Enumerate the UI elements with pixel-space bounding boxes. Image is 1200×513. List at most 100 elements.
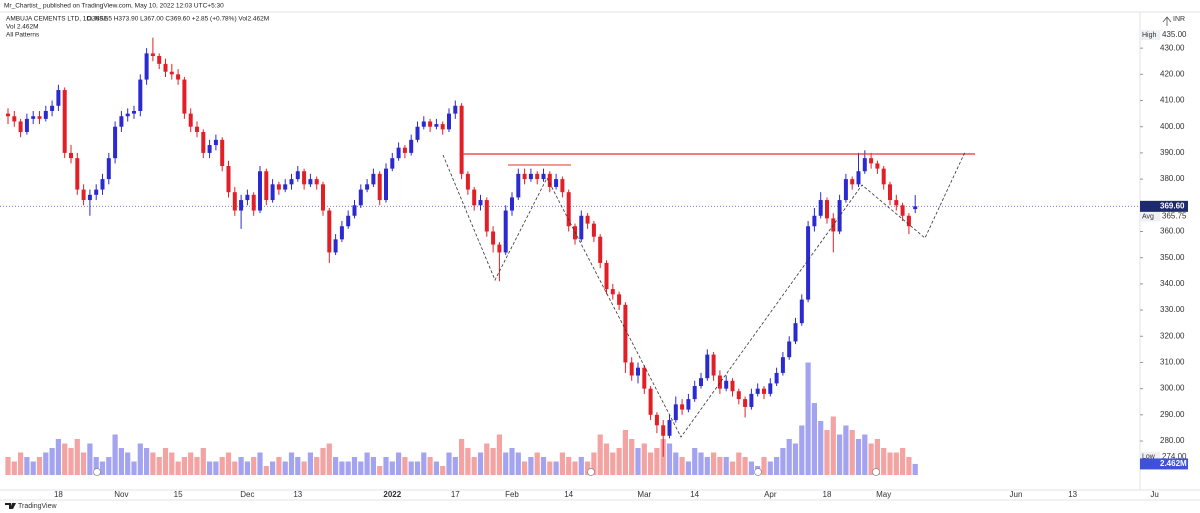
volume-bar bbox=[295, 457, 301, 475]
volume-bar bbox=[767, 461, 773, 475]
event-markers bbox=[93, 468, 880, 476]
volume-bar bbox=[43, 452, 49, 475]
volume-bar bbox=[629, 439, 635, 475]
candle-body bbox=[169, 71, 174, 75]
candle-body bbox=[673, 404, 678, 421]
candle-body bbox=[62, 90, 67, 153]
candle-body bbox=[755, 388, 760, 394]
volume-bar bbox=[244, 461, 250, 475]
volume-bar bbox=[805, 362, 811, 475]
candle-body bbox=[195, 126, 199, 132]
price-label-value: 435.00 bbox=[1162, 30, 1187, 39]
ohlc: O368.55 H373.90 L367.00 C369.60 +2.85 (+… bbox=[87, 16, 269, 23]
candle-body bbox=[132, 111, 136, 114]
volume-bar bbox=[729, 461, 736, 475]
x-tick-label: 14 bbox=[564, 490, 573, 499]
candle-body bbox=[774, 372, 779, 384]
x-tick-label: 18 bbox=[823, 490, 832, 499]
y-tick-label: 420.00 bbox=[1160, 69, 1185, 78]
volume-bar bbox=[87, 443, 93, 475]
volume-bar bbox=[736, 452, 742, 475]
volume-bar bbox=[585, 461, 591, 475]
volume-bar bbox=[282, 461, 288, 475]
pattern-path bbox=[442, 151, 966, 438]
candle-body bbox=[541, 173, 546, 180]
candle-body bbox=[850, 179, 855, 185]
candle-body bbox=[484, 200, 489, 232]
y-tick-label: 390.00 bbox=[1160, 148, 1185, 157]
volume-bar bbox=[692, 448, 698, 475]
volume-bar bbox=[106, 457, 112, 475]
candle-body bbox=[888, 184, 892, 201]
candle-body bbox=[314, 179, 319, 185]
x-tick-label: 13 bbox=[1068, 490, 1077, 499]
volume-bar bbox=[377, 466, 383, 475]
candle-body bbox=[377, 173, 382, 201]
candle-body bbox=[717, 375, 722, 389]
candle-body bbox=[428, 121, 433, 127]
candle-body bbox=[176, 74, 181, 80]
candle-body bbox=[434, 124, 439, 127]
candle-body bbox=[806, 226, 811, 300]
volume-bar bbox=[452, 457, 458, 475]
x-tick-label: Dec bbox=[240, 490, 254, 499]
price-label-tag bbox=[1140, 30, 1160, 41]
volume-bar bbox=[99, 461, 106, 475]
price-label-name: Low bbox=[1142, 454, 1156, 461]
volume-bar bbox=[679, 457, 685, 475]
volume-bar bbox=[799, 425, 805, 475]
candle-body bbox=[327, 210, 332, 253]
candle-body bbox=[862, 158, 867, 172]
candle-body bbox=[667, 420, 672, 436]
volume-bar bbox=[761, 457, 767, 475]
volume-bar bbox=[200, 448, 206, 475]
candle-body bbox=[119, 116, 124, 127]
candle-body bbox=[409, 139, 414, 153]
volume-bar bbox=[610, 452, 616, 475]
candle-body bbox=[440, 124, 445, 130]
candle-body bbox=[497, 244, 502, 253]
volume-bar bbox=[263, 466, 269, 475]
volume-bar bbox=[534, 452, 540, 475]
candle-body bbox=[875, 163, 880, 169]
candle-body bbox=[6, 113, 10, 117]
volume-bar bbox=[685, 461, 691, 475]
candle-body bbox=[654, 414, 659, 426]
event-marker[interactable] bbox=[872, 468, 880, 476]
volume-bar bbox=[874, 439, 880, 475]
candle-body bbox=[459, 105, 464, 174]
event-marker[interactable] bbox=[754, 468, 762, 476]
price-label-value: 365.75 bbox=[1162, 212, 1187, 221]
event-marker[interactable] bbox=[93, 468, 101, 476]
volume-bar bbox=[906, 457, 912, 475]
candle-body bbox=[510, 197, 514, 211]
volume-bar bbox=[351, 457, 358, 475]
volume-bar bbox=[421, 452, 427, 475]
price-label-value: 274.00 bbox=[1162, 452, 1187, 461]
candle-body bbox=[780, 357, 785, 373]
candle-body bbox=[604, 262, 609, 290]
volume-bar bbox=[824, 430, 830, 475]
volume-bar bbox=[389, 461, 395, 475]
candle-body bbox=[869, 158, 874, 164]
candle-body bbox=[762, 388, 766, 394]
y-tick-label: 430.00 bbox=[1160, 43, 1185, 52]
candle-body bbox=[787, 341, 792, 358]
volume-bar bbox=[81, 452, 87, 475]
event-marker[interactable] bbox=[587, 468, 595, 476]
candle-body bbox=[289, 179, 294, 185]
y-tick-label: 340.00 bbox=[1160, 279, 1185, 288]
plot-area bbox=[0, 37, 1140, 475]
candle-body bbox=[157, 56, 162, 64]
volume-bar bbox=[333, 457, 339, 475]
volume-bar bbox=[774, 457, 780, 475]
volume-bar bbox=[792, 443, 799, 475]
last-price-label: 369.60 bbox=[1160, 201, 1185, 210]
candle-body bbox=[251, 194, 256, 211]
candle-body bbox=[270, 184, 275, 201]
x-tick-label: 17 bbox=[451, 490, 460, 499]
candle-body bbox=[617, 294, 622, 305]
candle-body bbox=[724, 380, 729, 389]
candle-body bbox=[856, 171, 861, 185]
candle-body bbox=[106, 158, 111, 180]
